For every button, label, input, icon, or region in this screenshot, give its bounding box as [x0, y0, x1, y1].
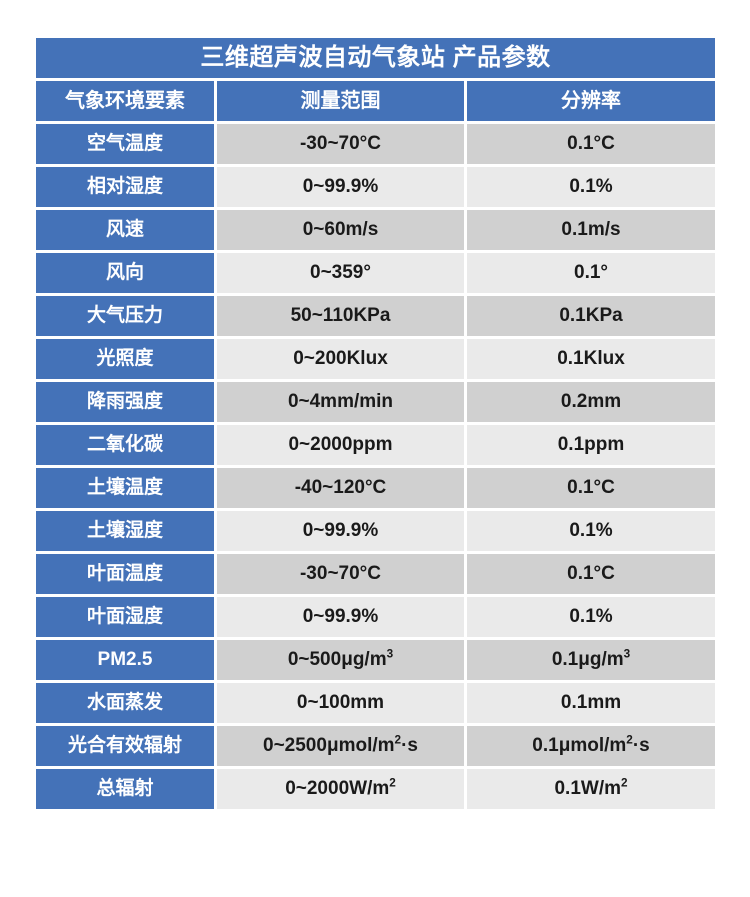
row-measure-range: 0~500μg/m3: [217, 640, 464, 680]
row-resolution: 0.1%: [467, 511, 716, 551]
table-row: 总辐射 0~2000W/m2 0.1W/m2: [36, 769, 716, 809]
row-resolution: 0.1mm: [467, 683, 716, 723]
table-row: 光照度 0~200Klux 0.1Klux: [36, 339, 716, 379]
table-row: 叶面湿度 0~99.9% 0.1%: [36, 597, 716, 637]
table-title: 三维超声波自动气象站 产品参数: [36, 38, 716, 78]
column-header-element: 气象环境要素: [36, 81, 214, 121]
row-element-label: 叶面湿度: [36, 597, 214, 637]
row-element-label: 空气温度: [36, 124, 214, 164]
row-element-label: 降雨强度: [36, 382, 214, 422]
row-resolution: 0.1°: [467, 253, 716, 293]
row-resolution: 0.1%: [467, 167, 716, 207]
row-measure-range: -30~70°C: [217, 124, 464, 164]
row-measure-range: 0~4mm/min: [217, 382, 464, 422]
row-resolution: 0.1μg/m3: [467, 640, 716, 680]
row-measure-range: 0~60m/s: [217, 210, 464, 250]
spec-table-body: 三维超声波自动气象站 产品参数 气象环境要素 测量范围 分辨率 空气温度 -30~…: [36, 38, 716, 809]
table-row: 相对湿度 0~99.9% 0.1%: [36, 167, 716, 207]
row-measure-range: 0~2500μmol/m2·s: [217, 726, 464, 766]
row-measure-range: 0~99.9%: [217, 597, 464, 637]
spec-table: 三维超声波自动气象站 产品参数 气象环境要素 测量范围 分辨率 空气温度 -30~…: [33, 35, 718, 812]
row-element-label: 总辐射: [36, 769, 214, 809]
table-row: 大气压力 50~110KPa 0.1KPa: [36, 296, 716, 336]
row-resolution: 0.1°C: [467, 468, 716, 508]
row-element-label: 光照度: [36, 339, 214, 379]
table-row: 风速 0~60m/s 0.1m/s: [36, 210, 716, 250]
column-header-resolution: 分辨率: [467, 81, 716, 121]
row-element-label: 土壤温度: [36, 468, 214, 508]
row-measure-range: 0~2000ppm: [217, 425, 464, 465]
row-element-label: 叶面温度: [36, 554, 214, 594]
row-element-label: 二氧化碳: [36, 425, 214, 465]
table-row: 叶面温度 -30~70°C 0.1°C: [36, 554, 716, 594]
table-row: PM2.5 0~500μg/m3 0.1μg/m3: [36, 640, 716, 680]
row-measure-range: 0~2000W/m2: [217, 769, 464, 809]
table-row: 风向 0~359° 0.1°: [36, 253, 716, 293]
row-measure-range: -40~120°C: [217, 468, 464, 508]
row-measure-range: -30~70°C: [217, 554, 464, 594]
table-row: 空气温度 -30~70°C 0.1°C: [36, 124, 716, 164]
row-element-label: 光合有效辐射: [36, 726, 214, 766]
row-resolution: 0.1W/m2: [467, 769, 716, 809]
table-row: 二氧化碳 0~2000ppm 0.1ppm: [36, 425, 716, 465]
row-resolution: 0.1%: [467, 597, 716, 637]
row-measure-range: 50~110KPa: [217, 296, 464, 336]
row-measure-range: 0~359°: [217, 253, 464, 293]
row-resolution: 0.1Klux: [467, 339, 716, 379]
row-element-label: 相对湿度: [36, 167, 214, 207]
row-element-label: 大气压力: [36, 296, 214, 336]
table-header-row: 气象环境要素 测量范围 分辨率: [36, 81, 716, 121]
row-element-label: PM2.5: [36, 640, 214, 680]
row-measure-range: 0~99.9%: [217, 167, 464, 207]
row-resolution: 0.1μmol/m2·s: [467, 726, 716, 766]
column-header-range: 测量范围: [217, 81, 464, 121]
row-element-label: 风速: [36, 210, 214, 250]
row-resolution: 0.1m/s: [467, 210, 716, 250]
table-title-row: 三维超声波自动气象站 产品参数: [36, 38, 716, 78]
row-element-label: 水面蒸发: [36, 683, 214, 723]
table-row: 土壤温度 -40~120°C 0.1°C: [36, 468, 716, 508]
table-row: 土壤湿度 0~99.9% 0.1%: [36, 511, 716, 551]
row-measure-range: 0~99.9%: [217, 511, 464, 551]
row-resolution: 0.1KPa: [467, 296, 716, 336]
table-row: 降雨强度 0~4mm/min 0.2mm: [36, 382, 716, 422]
row-measure-range: 0~100mm: [217, 683, 464, 723]
row-resolution: 0.2mm: [467, 382, 716, 422]
row-measure-range: 0~200Klux: [217, 339, 464, 379]
row-element-label: 土壤湿度: [36, 511, 214, 551]
row-resolution: 0.1°C: [467, 554, 716, 594]
row-element-label: 风向: [36, 253, 214, 293]
row-resolution: 0.1°C: [467, 124, 716, 164]
table-row: 水面蒸发 0~100mm 0.1mm: [36, 683, 716, 723]
row-resolution: 0.1ppm: [467, 425, 716, 465]
table-row: 光合有效辐射 0~2500μmol/m2·s 0.1μmol/m2·s: [36, 726, 716, 766]
